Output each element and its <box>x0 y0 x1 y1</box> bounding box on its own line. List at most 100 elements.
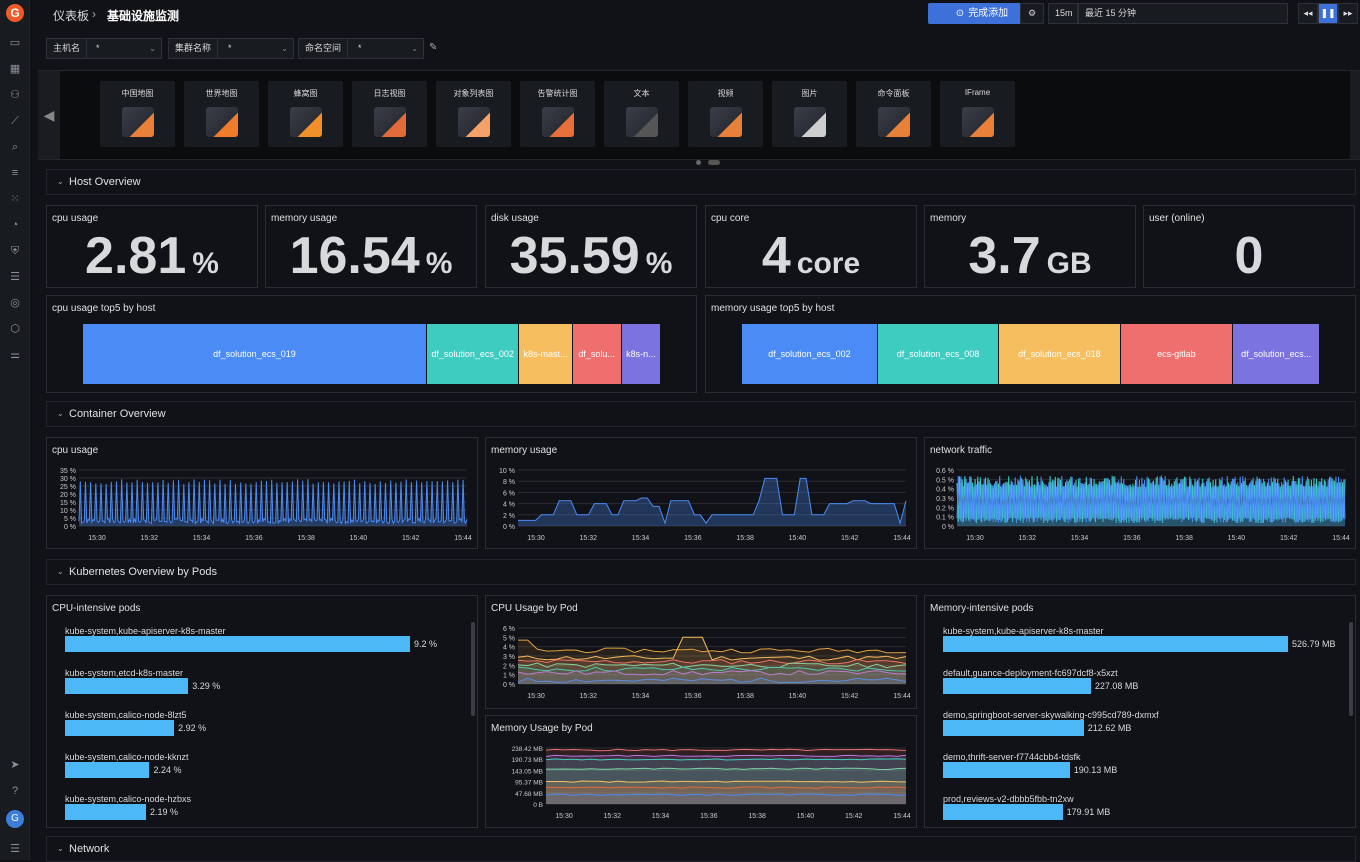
chart-type-tile[interactable]: IFrame <box>940 81 1015 147</box>
object-list-icon <box>458 107 490 137</box>
pod-cpu-series-3-line <box>517 666 907 672</box>
avatar[interactable]: G <box>6 810 24 828</box>
y-tick-label: 0.6 % <box>936 468 954 475</box>
top5-segment[interactable]: df_solution_ecs_019 <box>83 324 427 384</box>
chart-type-tile[interactable]: 世界地图 <box>184 81 259 147</box>
top5-segment[interactable]: df_solu... <box>572 324 622 384</box>
settings-sliders-icon[interactable]: ⚌ <box>10 349 20 361</box>
fast-forward-icon[interactable]: ▸▸ <box>1338 3 1358 24</box>
chart-type-tile[interactable]: 日志视图 <box>352 81 427 147</box>
help-icon[interactable]: ? <box>11 785 19 797</box>
container-cpu-chart[interactable]: 35 %30 %25 %20 %15 %10 %5 %0 % 15:30 15:32… <box>47 456 479 550</box>
calendar-icon[interactable]: ▦ <box>9 63 21 75</box>
pod-memory-series-6-area <box>546 793 906 804</box>
pod-memory-series-1-area <box>546 755 906 804</box>
pod-bar <box>943 678 1091 694</box>
top5-segment[interactable]: df_solution_ecs_002 <box>426 324 520 384</box>
text-icon <box>626 107 658 137</box>
pod-cpu-series-6-area <box>518 640 906 684</box>
database-icon[interactable]: ☰ <box>10 271 20 283</box>
scrollbar[interactable] <box>1349 622 1353 716</box>
variable-hostname[interactable]: 主机名 * ⌄ <box>46 38 162 59</box>
gear-icon[interactable]: ⚙ <box>1020 3 1044 24</box>
y-tick-label: 0.2 % <box>936 505 954 512</box>
pod-bar <box>943 762 1070 778</box>
collapse-menu-icon[interactable]: ☰ <box>10 843 20 855</box>
top5-segment[interactable]: ecs-gitlab <box>1120 324 1234 384</box>
chart-type-tile[interactable]: 文本 <box>604 81 679 147</box>
section-container-overview[interactable]: ⌄ Container Overview <box>46 401 1356 427</box>
variable-cluster[interactable]: 集群名称 * ⌄ <box>168 38 294 59</box>
variable-value: * <box>228 43 232 53</box>
pause-icon[interactable]: ❚❚ <box>1318 3 1338 24</box>
stat-panel: memory usage 16.54% <box>265 205 477 288</box>
top5-segment[interactable]: df_solution_ecs_008 <box>877 324 1000 384</box>
chart-type-label: 中国地图 <box>121 89 154 98</box>
top5-segment[interactable]: df_solution_ecs_018 <box>999 324 1121 384</box>
chart-type-tile[interactable]: 告警统计图 <box>520 81 595 147</box>
variable-label: 命名空间 <box>299 39 349 58</box>
pod-name: kube-system,calico-node-kknzt <box>65 752 189 762</box>
container-network-chart[interactable]: 0.6 % 0.5 % 0.4 % 0.3 % 0.2 % 0.1 % 0 % 15:30 15… <box>925 456 1357 550</box>
topology-icon[interactable]: ⚇ <box>10 89 20 101</box>
breadcrumb-root[interactable]: 仪表板 <box>53 9 90 23</box>
rum-icon[interactable]: ◔ <box>11 219 19 231</box>
x-tick-label: 15:34 <box>632 535 650 542</box>
scrollbar[interactable] <box>471 622 475 716</box>
y-tick-label: 95.37 MB <box>515 780 543 787</box>
top5-segment[interactable]: k8s-n... <box>621 324 661 384</box>
pod-cpu-series-1-area <box>518 659 906 684</box>
x-tick-label: 15:38 <box>748 813 766 820</box>
stat-number: 16.54 <box>289 227 420 285</box>
variable-namespace[interactable]: 命名空间 * ⌄ <box>298 38 424 59</box>
section-host-overview[interactable]: ⌄ Host Overview <box>46 169 1356 195</box>
y-tick-label: 20 % <box>60 492 76 499</box>
security-icon[interactable]: ⛨ <box>10 245 20 257</box>
pod-bar <box>65 804 146 820</box>
synthetic-icon[interactable]: ◎ <box>10 297 20 309</box>
chart-type-picker: ◀ 中国地图 世界地图 蜂窝图 日志视图 对象列表图 告警统计图 文本 视频 图片 命令面板 IFr… <box>38 70 1360 165</box>
section-network[interactable]: ⌄ Network <box>46 836 1356 862</box>
chart-type-tile[interactable]: 中国地图 <box>100 81 175 147</box>
top5-segment[interactable]: k8s-mast... <box>519 324 573 384</box>
cpu-usage-by-pod-chart[interactable]: 6 % 5 % 4 % 3 % 2 % 1 % 0 % 15:30 15:32 15:34 15:3… <box>486 614 918 710</box>
cube-icon[interactable]: ⬡ <box>10 323 20 335</box>
app-logo[interactable]: G <box>6 4 24 22</box>
china-map-icon <box>122 107 154 137</box>
chevron-down-icon: ⌄ <box>57 844 64 853</box>
scroll-left-icon[interactable]: ◀ <box>38 71 60 159</box>
container-memory-chart[interactable]: 10 % 8 % 6 % 4 % 2 % 0 % 15:30 15:32 15:34 15:36 1… <box>486 456 918 550</box>
x-tick-label: 15:44 <box>893 535 911 542</box>
world-map-icon <box>206 107 238 137</box>
x-tick-label: 15:30 <box>527 693 545 700</box>
memory-usage-by-pod-chart[interactable]: 238.42 MB 190.73 MB 143.05 MB 95.37 MB 47.68… <box>486 734 918 829</box>
edit-icon[interactable]: ✎ <box>429 42 438 53</box>
refresh-interval[interactable]: 15m <box>1048 3 1078 24</box>
cpu-top5-bars: df_solution_ecs_019 df_solution_ecs_002 k8… <box>83 324 661 384</box>
send-icon[interactable]: ➤ <box>10 759 20 771</box>
done-add-button[interactable]: ⊙ 完成添加 <box>928 3 1036 24</box>
log-search-icon[interactable]: ⌕ <box>11 141 19 153</box>
chevron-down-icon: ⌄ <box>149 44 156 53</box>
filter-icon[interactable]: ≡ <box>11 167 19 179</box>
chart-type-tile[interactable]: 图片 <box>772 81 847 147</box>
top5-segment[interactable]: df_solution_ecs_002 <box>742 324 878 384</box>
stat-value: 35.59% <box>486 226 696 286</box>
chart-type-tile[interactable]: 对象列表图 <box>436 81 511 147</box>
scroll-right-area[interactable] <box>1350 71 1360 159</box>
network-series-1-line <box>956 475 1346 524</box>
pod-value: 2.24 % <box>153 765 182 775</box>
page-title: 基础设施监测 <box>107 9 180 23</box>
rewind-icon[interactable]: ◂◂ <box>1298 3 1318 24</box>
pod-bar <box>65 720 175 736</box>
metrics-icon[interactable]: ⟋ <box>11 115 19 127</box>
monitor-icon[interactable]: ▭ <box>9 37 21 49</box>
y-tick-label: 25 % <box>60 484 76 491</box>
section-k8s-overview[interactable]: ⌄ Kubernetes Overview by Pods <box>46 559 1356 585</box>
chart-type-tile[interactable]: 命令面板 <box>856 81 931 147</box>
chart-type-tile[interactable]: 视频 <box>688 81 763 147</box>
top5-segment[interactable]: df_solution_ecs... <box>1233 324 1320 384</box>
apps-icon[interactable]: ⁙ <box>10 193 20 205</box>
time-range-picker[interactable]: 最近 15 分钟 <box>1078 3 1288 24</box>
chart-type-tile[interactable]: 蜂窝图 <box>268 81 343 147</box>
